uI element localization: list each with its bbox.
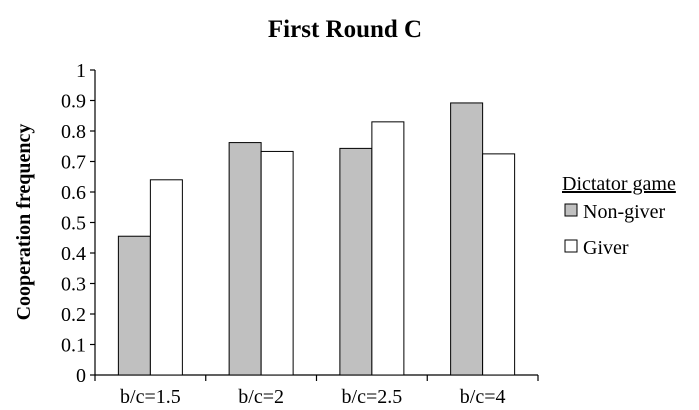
legend-label: Non-giver (583, 201, 666, 223)
y-tick-label: 0.6 (61, 182, 86, 204)
bar-non-giver-3 (450, 102, 484, 376)
bar-giver-1 (260, 150, 294, 376)
y-tick-label: 0.9 (61, 91, 86, 113)
y-tick-label: 0 (76, 365, 86, 387)
bar-giver-3 (482, 153, 516, 376)
bar-non-giver-1 (228, 142, 262, 376)
chart-title: First Round C (268, 16, 422, 43)
legend-title: Dictator game (562, 173, 676, 195)
bar-non-giver-0 (117, 235, 151, 376)
legend-swatch-giver (564, 239, 578, 253)
y-tick-label: 1 (76, 60, 86, 82)
bar-giver-0 (149, 179, 183, 376)
y-tick-label: 0.5 (61, 213, 86, 235)
y-axis-label: Cooperation frequency (13, 124, 35, 321)
legend: Dictator game Non-giver Giver (562, 173, 676, 259)
plot-area: 0 0.1 0.2 0.3 0.4 0.5 0.6 0.7 0.8 0.9 1 b/c=1.5 b/c=… (61, 60, 539, 408)
x-tick-label: b/c=2.5 (342, 386, 403, 408)
y-tick-label: 0.3 (61, 274, 86, 296)
y-tick-label: 0.1 (61, 335, 86, 357)
bar-giver-2 (371, 121, 405, 376)
legend-label: Giver (583, 237, 629, 259)
x-tick-label: b/c=2 (238, 386, 284, 408)
bar-non-giver-2 (339, 147, 373, 376)
y-tick-label: 0.8 (61, 121, 86, 143)
y-tick-label: 0.4 (61, 243, 86, 265)
y-tick-label: 0.2 (61, 304, 86, 326)
x-tick-label: b/c=4 (460, 386, 506, 408)
legend-swatch-non-giver (564, 203, 578, 217)
y-tick-label: 0.7 (61, 152, 86, 174)
x-tick-label: b/c=1.5 (120, 386, 181, 408)
